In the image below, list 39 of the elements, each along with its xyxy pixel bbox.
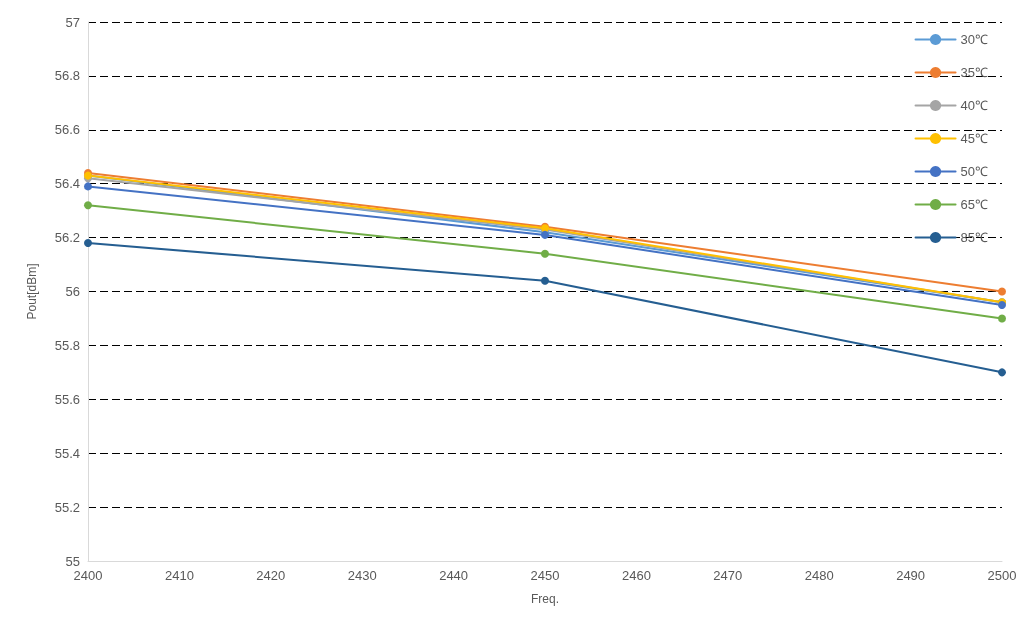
x-tick-label: 2400 bbox=[73, 568, 103, 583]
legend-label: 40℃ bbox=[960, 98, 989, 113]
y-tick-label: 56.4 bbox=[54, 176, 80, 192]
point bbox=[84, 201, 92, 210]
x-axis-title: Freq. bbox=[530, 592, 560, 606]
legend-label: 30℃ bbox=[960, 32, 989, 47]
x-tick-label: 2410 bbox=[164, 568, 194, 583]
x-tick-label: 2440 bbox=[439, 568, 469, 583]
legend-label: 65℃ bbox=[960, 197, 989, 212]
y-tick-label: 56.8 bbox=[54, 68, 80, 84]
y-tick-label: 56 bbox=[65, 284, 80, 299]
y-tick-label: 56.2 bbox=[54, 230, 80, 246]
x-tick-label: 2490 bbox=[896, 568, 926, 583]
y-tick-label: 55.6 bbox=[54, 391, 80, 407]
point bbox=[84, 182, 92, 191]
y-tick-label: 55 bbox=[65, 553, 80, 569]
point bbox=[998, 314, 1006, 323]
y-tick-label: 55.2 bbox=[54, 499, 80, 515]
point bbox=[998, 287, 1006, 296]
y-tick-label: 55.4 bbox=[54, 445, 80, 461]
y-axis-title: Pout[dBm] bbox=[25, 263, 39, 320]
y-tick-label: 55.8 bbox=[54, 337, 80, 353]
x-tick-label: 2460 bbox=[621, 568, 651, 583]
x-tick-label: 2500 bbox=[987, 568, 1017, 583]
legend-label: 50℃ bbox=[960, 164, 989, 179]
point bbox=[541, 276, 549, 285]
x-tick-label: 2480 bbox=[804, 568, 834, 583]
x-tick-label: 2470 bbox=[713, 568, 743, 583]
legend-label: 85℃ bbox=[960, 230, 989, 245]
point bbox=[998, 368, 1006, 377]
point bbox=[84, 238, 92, 247]
x-tick-label: 2430 bbox=[347, 568, 377, 583]
x-tick-label: 2450 bbox=[530, 568, 560, 583]
legend-label: 35℃ bbox=[960, 65, 989, 80]
legend-label: 45℃ bbox=[960, 131, 989, 146]
y-tick-label: 56.6 bbox=[54, 122, 80, 138]
y-tick-label: 57 bbox=[65, 14, 80, 30]
x-tick-label: 2420 bbox=[256, 568, 286, 583]
point bbox=[541, 249, 549, 258]
